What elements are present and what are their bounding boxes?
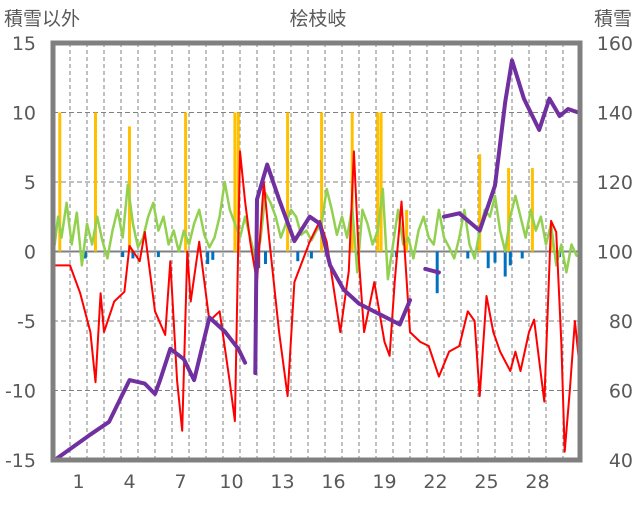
precip-bar [309,251,313,259]
sunshine-bar [379,112,383,252]
precip-bar [486,251,490,269]
x-tick: 16 [321,471,345,493]
precip-bar [156,251,160,258]
precip-bar [296,251,300,262]
lines-layer [52,58,581,462]
y-tick-right: 100 [597,242,633,264]
snow-line [52,58,581,462]
plot-frame [50,40,583,463]
y-tick-left: -15 [5,450,36,472]
precip-bar [493,251,497,263]
sunshine-bar [507,168,511,252]
x-tick: 25 [474,471,498,493]
x-tick: 7 [174,471,186,493]
precip-bar [503,251,507,277]
sunshine-bar [184,112,188,252]
y-tick-left: 0 [24,242,36,264]
chart-title: 桧枝岐 [289,8,346,30]
sunshine-bar [58,112,62,252]
sunshine-bar [286,112,290,252]
sunshine-bar [94,112,97,252]
y-tick-right: 120 [597,172,633,194]
y-tick-left: -5 [17,311,36,333]
precip-bar [206,251,210,265]
sunshine-bar [233,112,237,252]
precip-bar [520,251,524,259]
y-tick-left: 15 [12,33,36,55]
x-tick: 4 [123,471,135,493]
temperature-line [53,150,581,453]
sunshine-bar [376,112,380,252]
y-axis-label-left: 積雪以外 [4,8,80,30]
y-tick-right: 140 [597,103,633,125]
y-axis-label-right: 積雪 [594,8,632,30]
y-tick-left: 5 [24,172,36,194]
sunshine-bar [530,168,534,252]
bars-layer [58,112,562,294]
sunshine-bar [478,154,482,252]
sunshine-bar [405,209,409,252]
sunshine-bar [320,112,324,252]
y-tick-left: -10 [5,381,36,403]
y-tick-right: 160 [597,33,633,55]
y-tick-right: 60 [609,381,633,403]
precip-bar [211,251,215,260]
x-tick: 13 [270,471,294,493]
green-line [53,180,578,281]
precip-bar [121,251,125,258]
precip-bar [466,251,470,259]
y-tick-left: 10 [12,103,36,125]
x-tick: 19 [372,471,396,493]
precip-bar [264,251,267,265]
y-tick-right: 80 [609,311,633,333]
x-tick: 1 [72,471,84,493]
x-tick: 10 [219,471,243,493]
precip-bar [131,251,135,259]
y-tick-right: 40 [609,450,633,472]
precip-bar [355,251,359,259]
sunshine-bar [236,112,240,252]
x-tick: 22 [423,471,447,493]
x-tick: 28 [525,471,549,493]
tick-labels: 15 10 5 0 -5 -10 -15 160 140 120 100 80 60 40 1 4 7 10 13 1… [5,33,633,493]
precip-bar [83,251,87,259]
precip-bar [508,251,512,266]
